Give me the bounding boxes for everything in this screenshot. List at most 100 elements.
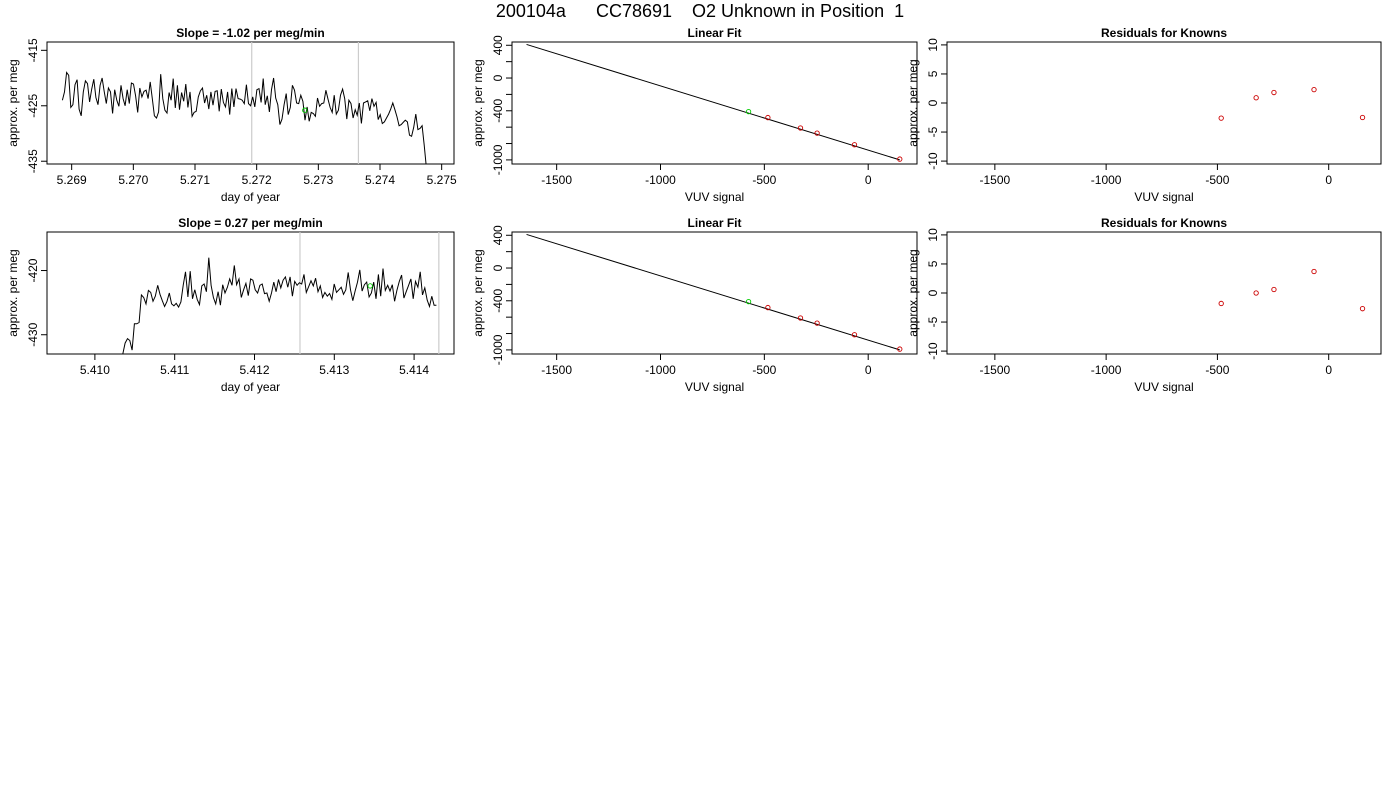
x-tick-label: 5.413 — [319, 363, 349, 377]
y-tick-label: -430 — [26, 322, 40, 346]
x-axis-label: VUV signal — [685, 380, 744, 394]
panel-title: Linear Fit — [687, 26, 741, 40]
plot-area — [1218, 268, 1366, 312]
known-point — [1253, 95, 1259, 101]
known-point — [1271, 286, 1277, 293]
y-tick-label: -1000 — [491, 144, 505, 175]
plot-frame — [946, 231, 1382, 355]
plot-area — [61, 71, 427, 164]
x-tick-label: 5.410 — [80, 363, 110, 377]
known-point — [797, 315, 804, 321]
x-axis-label: VUV signal — [1134, 190, 1193, 204]
unknown-point — [302, 107, 308, 113]
known-point — [797, 125, 804, 131]
plot-area — [1218, 86, 1366, 121]
x-tick-label: -500 — [752, 363, 776, 377]
y-tick-label: -400 — [491, 98, 505, 122]
known-point — [897, 346, 903, 352]
x-tick-label: 5.412 — [239, 363, 269, 377]
series-line — [122, 257, 437, 354]
x-tick-label: -500 — [752, 173, 776, 187]
x-tick-label: 0 — [865, 363, 872, 377]
y-tick-label: 0 — [491, 74, 505, 81]
unknown-point — [745, 108, 752, 115]
x-tick-label: -1000 — [1091, 363, 1122, 377]
known-point — [1311, 86, 1317, 93]
panel-title: Slope = 0.27 per meg/min — [178, 216, 322, 230]
x-tick-label: -1500 — [541, 173, 572, 187]
series-line — [61, 71, 427, 164]
known-point — [814, 320, 820, 326]
plot-frame — [511, 231, 918, 355]
y-tick-label: -10 — [926, 152, 940, 170]
x-tick-label: 5.270 — [118, 173, 148, 187]
known-point — [1359, 114, 1366, 121]
panel-title: Slope = -1.02 per meg/min — [176, 26, 324, 40]
panel-title: Linear Fit — [687, 216, 741, 230]
x-tick-label: -500 — [1205, 173, 1229, 187]
plot-area — [526, 233, 903, 352]
x-tick-label: -500 — [1205, 363, 1229, 377]
x-tick-label: 0 — [1325, 363, 1332, 377]
known-point — [851, 142, 858, 148]
known-point — [1311, 268, 1317, 275]
panel-residuals-1: Residuals for Knowns VUV signal approx. pe… — [906, 26, 1382, 204]
x-tick-label: -1000 — [645, 363, 676, 377]
y-tick-label: -435 — [26, 149, 40, 173]
x-axis-label: day of year — [221, 380, 280, 394]
y-tick-label: -10 — [926, 342, 940, 360]
plot-frame — [46, 41, 455, 165]
y-axis-label: approx. per meg — [471, 249, 485, 336]
y-tick-label: -425 — [26, 93, 40, 117]
x-axis-label: VUV signal — [685, 190, 744, 204]
x-tick-label: -1000 — [645, 173, 676, 187]
known-point — [765, 304, 771, 311]
plot-frame — [946, 41, 1382, 165]
y-tick-label: 10 — [926, 228, 940, 242]
panel-timeseries-1: Slope = -1.02 per meg/min day of year appr… — [6, 26, 457, 204]
fit-line — [526, 43, 900, 161]
x-tick-label: 5.272 — [242, 173, 272, 187]
known-point — [1218, 115, 1224, 121]
known-point — [851, 332, 858, 338]
x-tick-label: -1500 — [979, 363, 1010, 377]
figure-title: 200104a CC78691 O2 Unknown in Position 1 — [495, 1, 905, 21]
x-tick-label: -1500 — [979, 173, 1010, 187]
x-axis-label: day of year — [221, 190, 280, 204]
y-tick-label: 400 — [491, 225, 505, 245]
known-point — [1218, 300, 1224, 307]
y-axis-label: approx. per meg — [471, 59, 485, 146]
y-axis-label: approx. per meg — [6, 59, 20, 146]
y-axis-label: approx. per meg — [6, 249, 20, 336]
y-tick-label: -400 — [491, 288, 505, 312]
known-point — [897, 156, 903, 162]
known-point — [1359, 306, 1366, 312]
y-tick-label: -5 — [926, 316, 940, 327]
unknown-point — [367, 283, 373, 289]
panel-title: Residuals for Knowns — [1101, 216, 1227, 230]
plot-area — [526, 43, 903, 162]
plot-frame — [511, 41, 918, 165]
plot-area — [122, 257, 437, 354]
x-tick-label: -1000 — [1091, 173, 1122, 187]
y-tick-label: 400 — [491, 35, 505, 55]
unknown-point — [745, 298, 752, 305]
x-tick-label: 5.275 — [427, 173, 457, 187]
x-tick-label: 5.414 — [399, 363, 429, 377]
y-tick-label: 0 — [926, 99, 940, 106]
x-tick-label: 5.274 — [365, 173, 395, 187]
panel-residuals-2: Residuals for Knowns VUV signal approx. pe… — [906, 216, 1382, 394]
x-tick-label: -1500 — [541, 363, 572, 377]
known-point — [1271, 89, 1277, 96]
x-tick-label: 5.273 — [303, 173, 333, 187]
y-tick-label: 0 — [491, 264, 505, 271]
y-tick-label: -415 — [26, 38, 40, 62]
y-tick-label: 5 — [926, 70, 940, 77]
x-tick-label: 5.271 — [180, 173, 210, 187]
known-point — [814, 130, 820, 136]
x-tick-label: 5.269 — [57, 173, 87, 187]
panel-linear-fit-2: Linear Fit VUV signal approx. per meg -1500… — [471, 216, 918, 394]
y-axis-label: approx. per meg — [906, 249, 920, 336]
y-tick-label: -1000 — [491, 334, 505, 365]
